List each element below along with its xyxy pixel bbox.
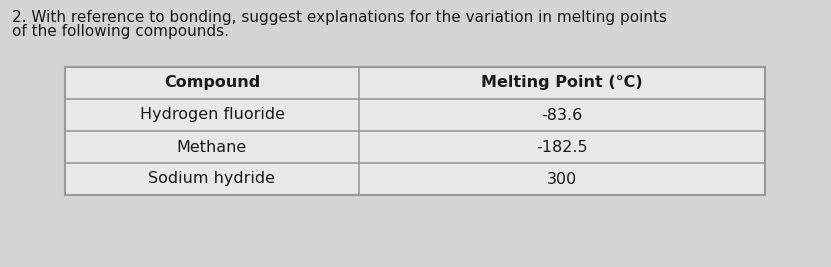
- Text: -182.5: -182.5: [536, 139, 588, 155]
- Bar: [65, 67, 765, 195]
- Text: Methane: Methane: [177, 139, 247, 155]
- Text: 300: 300: [547, 171, 577, 187]
- Text: 2. With reference to bonding, suggest explanations for the variation in melting : 2. With reference to bonding, suggest ex…: [12, 10, 667, 25]
- Bar: [65, 67, 765, 195]
- Text: Melting Point (°C): Melting Point (°C): [481, 76, 643, 91]
- Text: Compound: Compound: [164, 76, 260, 91]
- Text: Hydrogen fluoride: Hydrogen fluoride: [140, 108, 284, 123]
- Text: -83.6: -83.6: [541, 108, 583, 123]
- Text: Sodium hydride: Sodium hydride: [149, 171, 276, 187]
- Text: of the following compounds.: of the following compounds.: [12, 24, 229, 39]
